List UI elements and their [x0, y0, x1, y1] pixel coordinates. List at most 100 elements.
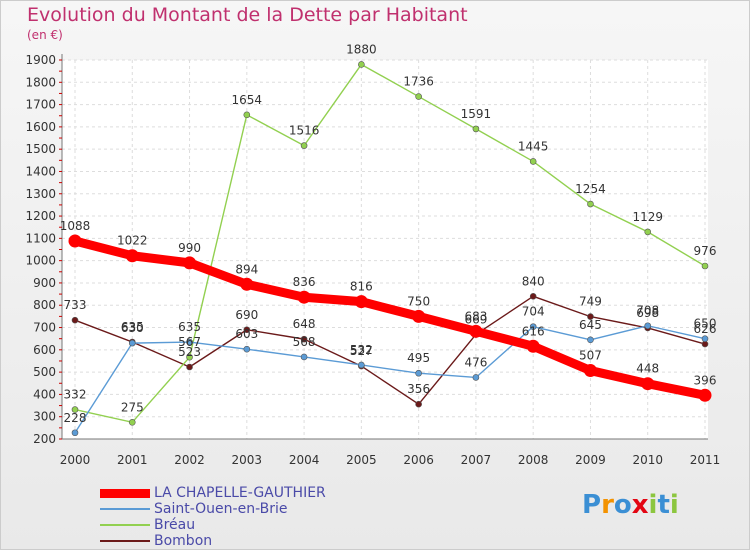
data-label-bombon: 626 [694, 322, 717, 336]
data-point-bombon [415, 400, 422, 408]
series-line-bombon [74, 295, 706, 405]
data-point-la-chapelle-gauthier [68, 234, 82, 248]
y-tick-label: 900 [33, 276, 56, 290]
data-label-bombon: 356 [407, 382, 430, 396]
chart-title: Evolution du Montant de la Dette par Hab… [27, 4, 468, 26]
data-point-la-chapelle-gauthier [125, 249, 139, 263]
data-label-saint-ouen-en-brie: 630 [121, 321, 144, 335]
data-label-la-chapelle-gauthier: 750 [407, 294, 430, 308]
y-tick-label: 200 [33, 432, 56, 446]
data-point-la-chapelle-gauthier [641, 377, 655, 391]
data-point-bombon [71, 316, 79, 324]
y-tick-label: 800 [33, 298, 56, 312]
data-label-saint-ouen-en-brie: 495 [407, 351, 430, 365]
y-tick-label: 1100 [25, 231, 56, 245]
data-label-la-chapelle-gauthier: 1088 [60, 219, 91, 233]
y-tick-label: 400 [33, 387, 56, 401]
data-label-bombon: 669 [464, 312, 487, 326]
x-tick-label: 2010 [632, 453, 663, 467]
data-label-br-au: 976 [694, 244, 717, 258]
y-tick-label: 600 [33, 343, 56, 357]
data-point-saint-ouen-en-brie [243, 345, 251, 353]
data-label-br-au: 567 [178, 335, 201, 349]
data-point-la-chapelle-gauthier [583, 364, 597, 378]
data-label-bombon: 840 [522, 274, 545, 288]
data-point-saint-ouen-en-brie [71, 429, 79, 437]
logo-letter: t [657, 490, 670, 520]
x-tick-label: 2005 [346, 453, 377, 467]
data-point-bombon [186, 363, 193, 371]
y-tick-label: 1600 [25, 120, 56, 134]
data-point-br-au [71, 406, 79, 413]
data-label-saint-ouen-en-brie: 568 [293, 335, 316, 349]
x-tick-label: 2006 [403, 453, 434, 467]
x-tick-label: 2008 [518, 453, 549, 467]
x-tick-label: 2003 [232, 453, 263, 467]
proxiti-logo: Proxiti [582, 490, 679, 520]
data-label-saint-ouen-en-brie: 603 [235, 327, 258, 341]
data-point-la-chapelle-gauthier [412, 309, 426, 323]
data-point-saint-ouen-en-brie [701, 335, 709, 342]
data-label-br-au: 1880 [346, 42, 377, 56]
data-point-saint-ouen-en-brie [587, 336, 594, 344]
legend-swatch [100, 489, 150, 498]
data-point-la-chapelle-gauthier [297, 290, 311, 304]
logo-letter: i [648, 490, 658, 520]
data-point-la-chapelle-gauthier [240, 277, 254, 291]
chart-subtitle: (en €) [27, 28, 63, 42]
data-label-saint-ouen-en-brie: 532 [350, 343, 373, 357]
y-tick-label: 500 [33, 365, 56, 379]
y-tick-label: 1800 [25, 75, 56, 89]
data-label-saint-ouen-en-brie: 645 [579, 318, 602, 332]
data-point-br-au [701, 262, 709, 270]
legend-swatch [100, 508, 150, 510]
data-label-la-chapelle-gauthier: 507 [579, 349, 602, 363]
data-label-br-au: 1516 [289, 124, 320, 138]
data-label-br-au: 1129 [632, 210, 663, 224]
data-point-br-au [587, 200, 594, 208]
legend-swatch [100, 540, 150, 542]
data-point-br-au [128, 418, 136, 426]
data-label-br-au: 1254 [575, 182, 606, 196]
y-tick-label: 1000 [25, 254, 56, 268]
data-label-br-au: 275 [121, 400, 144, 414]
data-label-bombon: 527 [350, 344, 373, 358]
data-label-la-chapelle-gauthier: 396 [694, 373, 717, 387]
data-point-bombon [243, 326, 251, 334]
data-label-la-chapelle-gauthier: 1022 [117, 234, 148, 248]
x-tick-label: 2009 [575, 453, 606, 467]
data-point-bombon [300, 335, 308, 343]
data-label-saint-ouen-en-brie: 708 [636, 304, 659, 318]
data-point-saint-ouen-en-brie [472, 374, 480, 381]
data-point-saint-ouen-en-brie [128, 339, 136, 347]
x-tick-label: 2000 [60, 453, 91, 467]
data-point-br-au [243, 111, 251, 119]
x-tick-label: 2011 [690, 453, 721, 467]
legend-label: Bombon [154, 533, 213, 549]
logo-letter: r [601, 490, 614, 520]
data-point-bombon [529, 293, 537, 300]
data-label-saint-ouen-en-brie: 704 [522, 305, 545, 319]
data-point-br-au [415, 93, 422, 100]
data-point-br-au [358, 61, 365, 68]
data-label-br-au: 1445 [518, 139, 549, 153]
series-line-la-chapelle-gauthier [70, 236, 710, 400]
data-label-saint-ouen-en-brie: 228 [64, 411, 87, 425]
data-label-la-chapelle-gauthier: 683 [464, 309, 487, 323]
data-label-la-chapelle-gauthier: 448 [636, 362, 659, 376]
data-point-saint-ouen-en-brie [644, 322, 652, 330]
logo-letter: o [613, 490, 632, 520]
data-point-br-au [529, 158, 537, 165]
data-point-saint-ouen-en-brie [300, 353, 308, 361]
data-label-bombon: 698 [636, 306, 659, 320]
data-point-saint-ouen-en-brie [358, 361, 365, 369]
legend-label: LA CHAPELLE-GAUTHIER [154, 485, 326, 501]
legend-label: Bréau [154, 517, 196, 533]
y-tick-label: 1300 [25, 187, 56, 201]
data-point-la-chapelle-gauthier [183, 256, 197, 270]
x-tick-label: 2007 [461, 453, 492, 467]
y-tick-label: 300 [33, 410, 56, 424]
data-label-bombon: 690 [235, 308, 258, 322]
legend-label: Saint-Ouen-en-Brie [154, 501, 288, 517]
data-label-bombon: 648 [293, 317, 316, 331]
